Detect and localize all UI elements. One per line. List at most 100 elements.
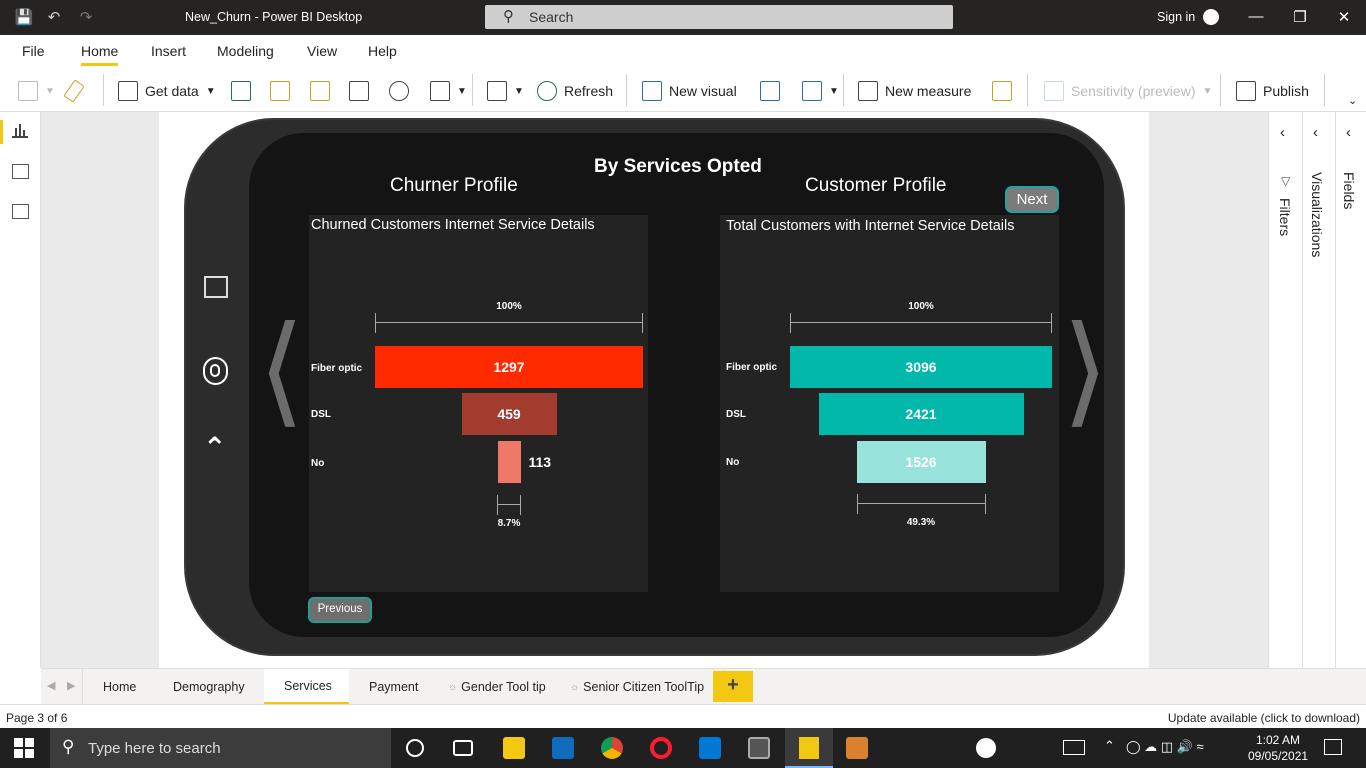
menu-view[interactable]: View xyxy=(307,43,338,59)
page-tab-demography[interactable]: Demography xyxy=(153,669,266,705)
churned-funnel-chart[interactable]: Churned Customers Internet Service Detai… xyxy=(309,215,648,592)
text-box-button[interactable] xyxy=(760,80,780,102)
total-funnel-chart[interactable]: Total Customers with Internet Service De… xyxy=(720,215,1059,592)
menu-file[interactable]: File xyxy=(22,43,45,59)
page-tab-services[interactable]: Services xyxy=(264,669,353,705)
mail-icon[interactable] xyxy=(552,737,574,759)
page-tab-payment[interactable]: Payment xyxy=(349,669,440,705)
visualizations-pane-label[interactable]: Visualizations xyxy=(1309,172,1325,258)
refresh-button[interactable]: Refresh xyxy=(537,80,613,102)
avatar[interactable] xyxy=(1203,9,1219,25)
redo-icon[interactable]: ↷ xyxy=(79,9,93,26)
task-view-icon[interactable] xyxy=(453,740,473,756)
collapse-fields-icon[interactable]: ‹ xyxy=(1346,124,1351,141)
next-button[interactable]: Next xyxy=(1005,186,1059,213)
square-icon xyxy=(204,276,228,298)
quick-measure-icon xyxy=(992,81,1012,101)
scroll-right-icon[interactable]: ▶ xyxy=(67,680,76,692)
undo-icon[interactable]: ↶ xyxy=(47,9,61,26)
tray-chevron-icon[interactable]: ⌃ xyxy=(1104,738,1115,753)
ribbon-divider xyxy=(1027,74,1028,106)
page-tab-senior-citizen-tooltip[interactable]: ☼ Senior Citizen ToolTip xyxy=(558,669,726,705)
search-icon: ⚲ xyxy=(503,8,514,25)
menu-modeling[interactable]: Modeling xyxy=(217,43,274,59)
collapse-filters-icon[interactable]: ‹ xyxy=(1280,124,1285,141)
new-measure-button[interactable]: New measure xyxy=(858,80,971,102)
funnel-bar[interactable] xyxy=(856,441,986,483)
funnel-value-label: 1297 xyxy=(493,359,525,375)
ribbon-collapse-icon[interactable]: ⌄ xyxy=(1348,95,1358,107)
tab-label: Senior Citizen ToolTip xyxy=(583,680,705,694)
menu-help[interactable]: Help xyxy=(368,43,397,59)
dataverse-button[interactable] xyxy=(310,80,330,102)
enter-data-button[interactable] xyxy=(349,80,369,102)
excel-button[interactable] xyxy=(231,80,251,102)
search-box[interactable]: ⚲ Search xyxy=(485,5,953,29)
transform-data-button[interactable]: ▼ xyxy=(487,80,524,102)
collapse-visualizations-icon[interactable]: ‹ xyxy=(1313,124,1318,141)
previous-button[interactable]: Previous xyxy=(308,597,372,623)
paste-button[interactable]: ▼ xyxy=(18,80,55,102)
clipboard-icon xyxy=(18,81,38,101)
scroll-left-icon[interactable]: ◀ xyxy=(47,680,56,692)
funnel-bar[interactable] xyxy=(818,393,1024,435)
chrome-icon[interactable] xyxy=(601,737,623,759)
sql-button[interactable] xyxy=(389,80,409,102)
report-view-icon[interactable] xyxy=(12,124,28,138)
notification-icon[interactable] xyxy=(1324,739,1342,755)
file-icon xyxy=(310,81,330,101)
search-label: Search xyxy=(529,9,574,25)
help-icon[interactable] xyxy=(976,738,996,758)
funnel-bar[interactable] xyxy=(375,346,643,388)
keyboard-icon[interactable] xyxy=(1063,740,1085,755)
vscode-icon[interactable] xyxy=(699,737,721,759)
next-arrow-icon[interactable]: ⟩ xyxy=(1062,303,1109,437)
hidden-eye-icon: ☼ xyxy=(448,681,458,693)
previous-arrow-icon[interactable]: ⟨ xyxy=(258,303,305,437)
bottom-percent-label: 49.3% xyxy=(906,517,936,528)
new-visual-button[interactable]: New visual xyxy=(642,80,737,102)
more-visuals-button[interactable]: ▼ xyxy=(802,80,839,102)
filters-pane-label[interactable]: Filters xyxy=(1277,198,1293,237)
page-tab-home[interactable]: Home xyxy=(82,669,158,705)
model-view-icon[interactable] xyxy=(12,204,29,219)
quick-measure-button[interactable] xyxy=(992,80,1012,102)
page-tab-gender-tool-tip[interactable]: ☼ Gender Tool tip xyxy=(436,669,567,705)
title-bar: 💾 ↶ ↷ New_Churn - Power BI Desktop ⚲ Sea… xyxy=(0,0,1366,35)
close-icon[interactable]: ✕ xyxy=(1337,9,1351,26)
update-link[interactable]: Update available (click to download) xyxy=(1167,711,1360,725)
powerbi-taskbar-item[interactable] xyxy=(785,728,833,768)
get-data-button[interactable]: Get data ▼ xyxy=(118,80,216,102)
taskbar-search-box[interactable]: ⚲ Type here to search xyxy=(50,728,391,768)
format-painter-button[interactable] xyxy=(63,79,85,103)
tray-icons[interactable]: ◯ ☁ ◫ 🔊 ≈ xyxy=(1126,739,1204,754)
app-icon[interactable] xyxy=(846,737,868,759)
get-data-label: Get data xyxy=(145,83,199,99)
minimize-icon[interactable]: — xyxy=(1248,8,1264,25)
menu-home[interactable]: Home xyxy=(81,43,119,66)
funnel-bar[interactable] xyxy=(461,393,557,435)
dataset-button[interactable] xyxy=(270,80,290,102)
menu-insert[interactable]: Insert xyxy=(151,43,187,59)
funnel-bar[interactable] xyxy=(497,441,521,483)
customer-profile-title: Customer Profile xyxy=(805,175,947,196)
cortana-icon[interactable] xyxy=(406,739,424,757)
publish-button[interactable]: Publish xyxy=(1236,80,1309,102)
publish-icon xyxy=(1236,81,1256,101)
funnel-bar[interactable] xyxy=(790,346,1052,388)
opera-icon[interactable] xyxy=(650,737,672,759)
restore-icon[interactable]: ❐ xyxy=(1293,9,1307,26)
sign-in-link[interactable]: Sign in xyxy=(1157,10,1196,24)
add-page-button[interactable]: + xyxy=(713,671,753,702)
data-view-icon[interactable] xyxy=(12,164,29,179)
category-label: DSL xyxy=(726,409,746,420)
windows-start-icon[interactable] xyxy=(14,738,34,758)
sensitivity-button[interactable]: Sensitivity (preview) ▼ xyxy=(1044,80,1212,102)
save-icon[interactable]: 💾 xyxy=(14,9,34,26)
recent-sources-button[interactable]: ▼ xyxy=(430,80,467,102)
file-explorer-icon[interactable] xyxy=(503,737,525,759)
fields-pane-label[interactable]: Fields xyxy=(1341,172,1357,210)
terminal-icon[interactable] xyxy=(748,737,770,759)
refresh-label: Refresh xyxy=(564,83,614,99)
clock[interactable]: 1:02 AM 09/05/2021 xyxy=(1248,732,1308,764)
